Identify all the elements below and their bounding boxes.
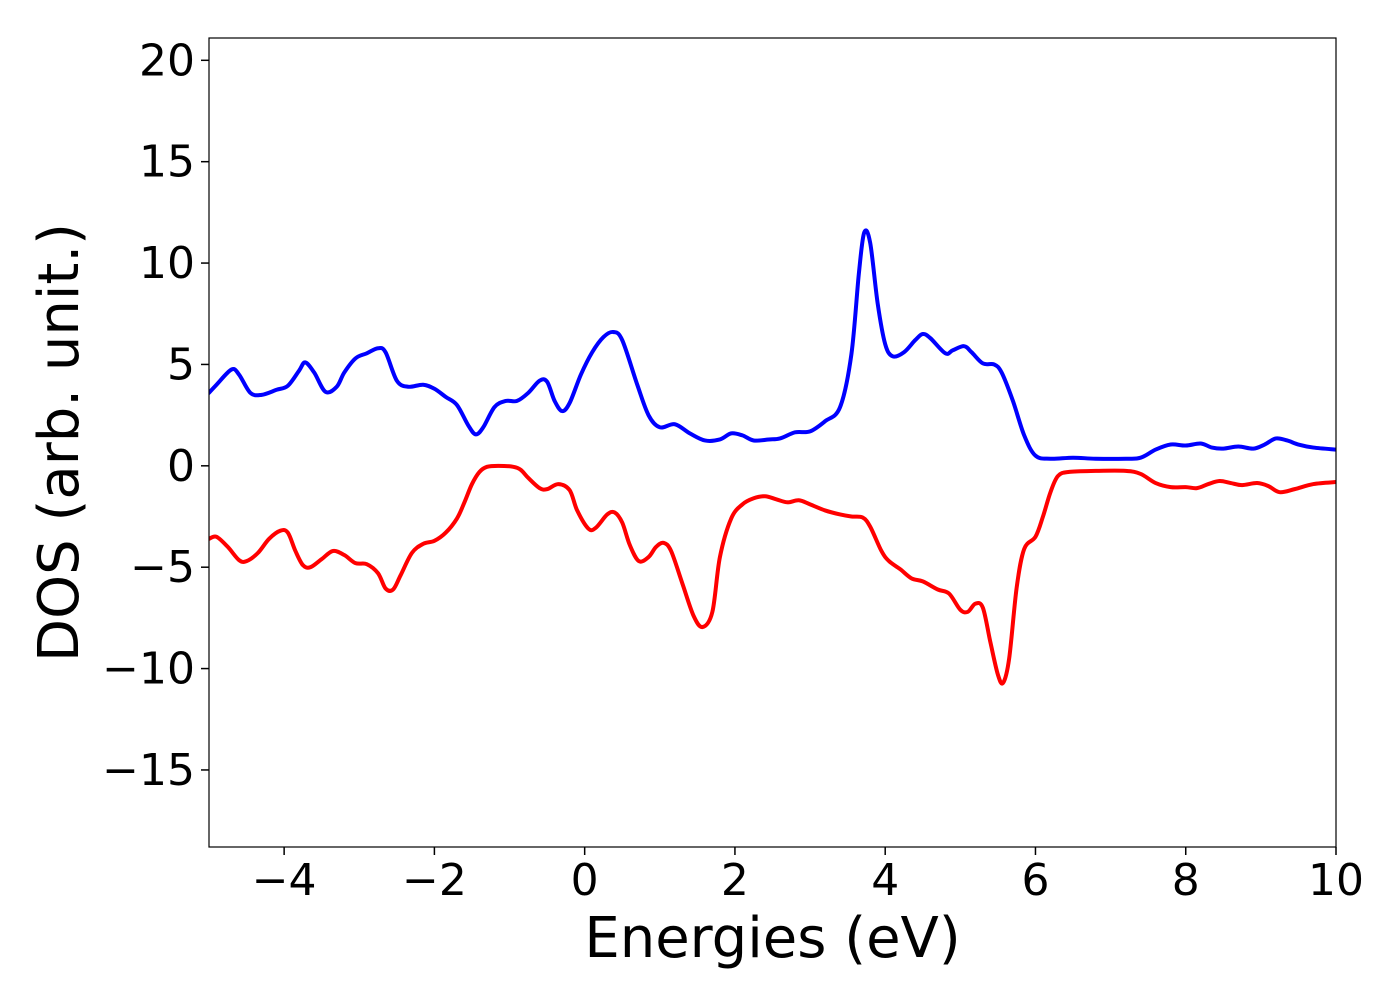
- y-tick-label: 15: [139, 137, 195, 188]
- series-line-down: [209, 463, 1336, 686]
- x-tick-label: 4: [871, 855, 899, 906]
- x-tick-label: 10: [1308, 855, 1364, 906]
- y-tick-label: 20: [139, 35, 195, 86]
- plot-frame: [208, 37, 1337, 848]
- x-tick-label: −4: [252, 855, 317, 906]
- y-tick-label: 10: [139, 238, 195, 289]
- series-layer: [209, 228, 1336, 686]
- y-tick-label: 5: [167, 339, 195, 390]
- x-axis: −4 −2 0 2 4 6 8 10: [252, 847, 1364, 906]
- x-tick-label: 0: [571, 855, 599, 906]
- y-tick-label: 0: [167, 441, 195, 492]
- y-tick-label: −15: [102, 745, 195, 796]
- x-tick-label: −2: [402, 855, 467, 906]
- x-axis-title: Energies (eV): [584, 906, 960, 971]
- y-axis: 20 15 10 5 0 −5 −10 −15: [102, 35, 209, 796]
- y-tick-label: −10: [102, 644, 195, 695]
- y-tick-label: −5: [130, 542, 195, 593]
- x-tick-label: 8: [1172, 855, 1200, 906]
- x-tick-label: 6: [1021, 855, 1049, 906]
- x-tick-label: 2: [721, 855, 749, 906]
- series-line-up: [209, 228, 1336, 461]
- y-axis-title: DOS (arb. unit.): [27, 223, 92, 662]
